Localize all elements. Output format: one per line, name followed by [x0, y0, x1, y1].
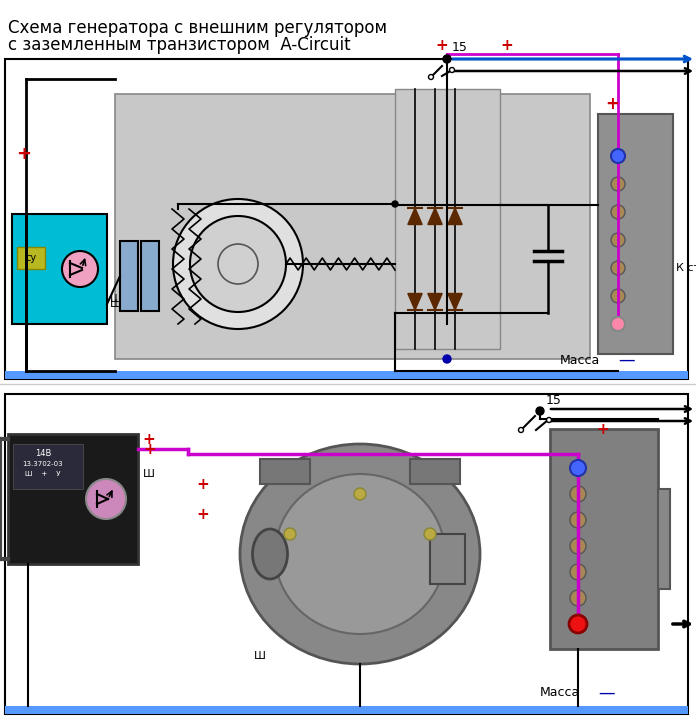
Text: 14В: 14В — [35, 449, 52, 459]
Text: Ш: Ш — [110, 299, 122, 309]
Circle shape — [611, 289, 625, 303]
Bar — [120, 241, 138, 311]
Polygon shape — [448, 293, 462, 310]
Circle shape — [570, 486, 586, 502]
Circle shape — [536, 407, 544, 415]
Circle shape — [611, 149, 625, 163]
Text: —: — — [618, 351, 635, 369]
Circle shape — [570, 460, 586, 476]
Circle shape — [570, 512, 586, 528]
Circle shape — [354, 488, 366, 500]
Circle shape — [190, 216, 286, 312]
Polygon shape — [428, 208, 442, 224]
Text: Ш    +    У: Ш + У — [25, 471, 61, 477]
Circle shape — [284, 528, 296, 540]
Bar — [5, 59, 688, 379]
Text: +: + — [142, 432, 155, 447]
Circle shape — [443, 55, 451, 63]
Circle shape — [450, 68, 454, 73]
Ellipse shape — [253, 529, 287, 579]
Text: 15: 15 — [452, 41, 468, 54]
Circle shape — [424, 528, 436, 540]
Text: +: + — [605, 95, 619, 113]
Text: +: + — [596, 422, 609, 437]
Bar — [260, 459, 310, 484]
Circle shape — [429, 75, 434, 80]
Bar — [550, 429, 658, 649]
Text: +: + — [196, 507, 209, 522]
Circle shape — [611, 317, 625, 331]
Text: 15: 15 — [546, 394, 562, 407]
Text: Масса: Масса — [540, 686, 580, 699]
Circle shape — [62, 251, 98, 287]
Bar — [141, 241, 159, 311]
Bar — [115, 94, 590, 359]
Circle shape — [519, 428, 523, 433]
Bar — [658, 489, 670, 589]
Circle shape — [392, 201, 398, 207]
Circle shape — [611, 233, 625, 247]
Polygon shape — [448, 208, 462, 224]
Bar — [598, 114, 673, 354]
Bar — [17, 247, 45, 269]
Circle shape — [611, 205, 625, 219]
Bar — [5, 706, 688, 714]
Text: +: + — [16, 145, 31, 163]
Bar — [430, 534, 465, 584]
Bar — [5, 394, 688, 714]
Text: +: + — [500, 38, 513, 53]
Bar — [5, 371, 688, 379]
Polygon shape — [408, 293, 422, 310]
Circle shape — [570, 460, 586, 476]
Bar — [8, 434, 138, 564]
Text: Схема генератора с внешним регулятором: Схема генератора с внешним регулятором — [8, 19, 387, 37]
Text: 13.3702-03: 13.3702-03 — [23, 461, 63, 467]
Text: с заземленным транзистором  A-Circuit: с заземленным транзистором A-Circuit — [8, 36, 351, 54]
Ellipse shape — [240, 444, 480, 664]
Circle shape — [443, 355, 451, 363]
Circle shape — [86, 479, 126, 519]
Circle shape — [173, 199, 303, 329]
Text: +: + — [196, 477, 209, 492]
Text: Масса: Масса — [560, 354, 600, 367]
Text: +: + — [435, 38, 448, 53]
Circle shape — [570, 564, 586, 580]
Polygon shape — [408, 208, 422, 224]
Circle shape — [611, 177, 625, 191]
Circle shape — [570, 616, 586, 632]
Circle shape — [569, 615, 587, 633]
Circle shape — [570, 590, 586, 606]
Polygon shape — [428, 293, 442, 310]
Circle shape — [611, 261, 625, 275]
Circle shape — [546, 418, 551, 423]
Text: К стартеру: К стартеру — [676, 263, 696, 273]
Bar — [12, 214, 107, 324]
Circle shape — [611, 149, 625, 163]
Text: су: су — [26, 253, 37, 263]
Circle shape — [570, 538, 586, 554]
Bar — [13, 444, 83, 489]
Text: Ш: Ш — [254, 651, 266, 661]
Ellipse shape — [275, 474, 445, 634]
Circle shape — [611, 317, 625, 331]
Text: Ш: Ш — [143, 469, 155, 479]
Bar — [410, 459, 460, 484]
Text: Ш: Ш — [110, 294, 122, 304]
Text: +: + — [143, 442, 156, 457]
Text: —: — — [598, 684, 615, 702]
Bar — [395, 89, 500, 349]
